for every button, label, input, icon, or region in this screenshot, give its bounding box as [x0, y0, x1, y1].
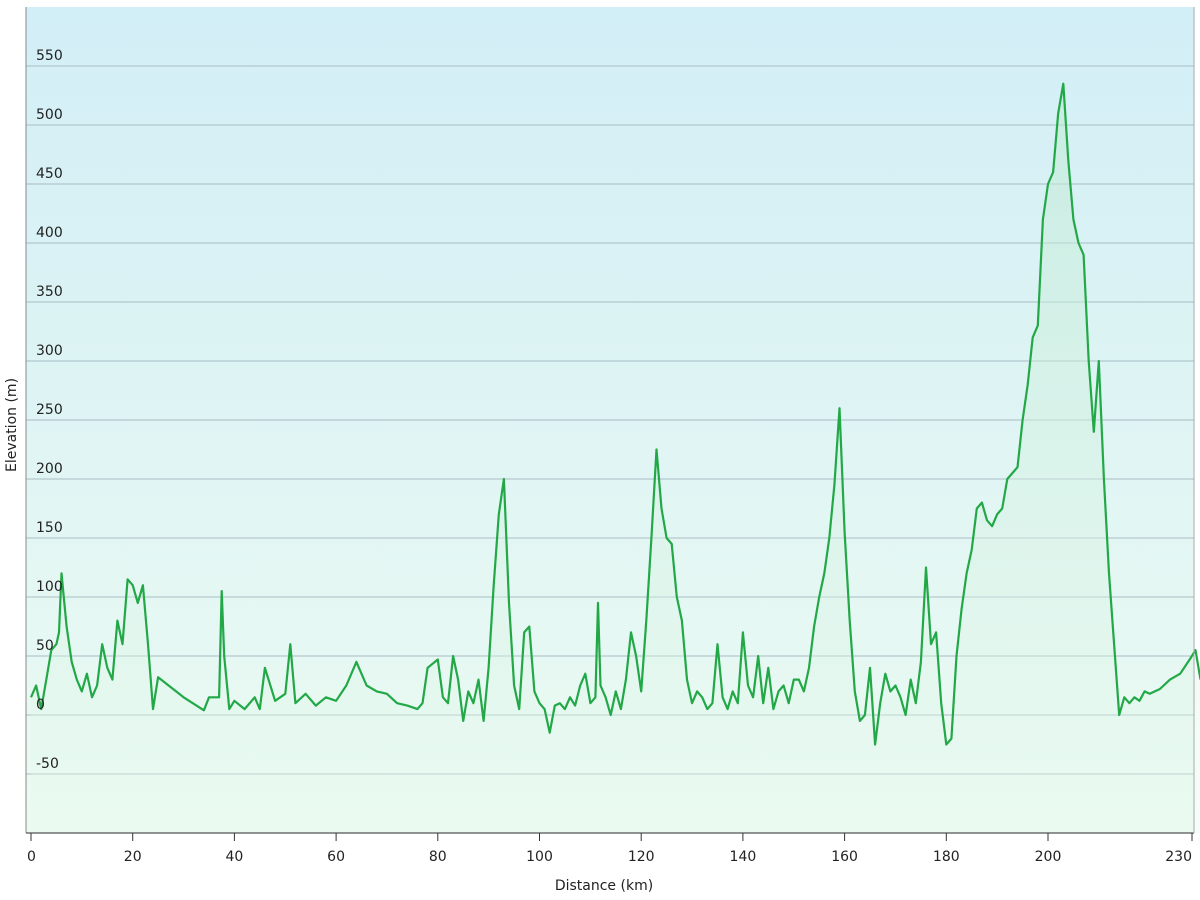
- y-tick-label: 550: [36, 48, 63, 64]
- y-tick-label: 200: [36, 461, 63, 477]
- x-tick-label: 140: [730, 849, 757, 865]
- elevation-line: [29, 82, 1200, 746]
- x-tick-label: 80: [429, 849, 447, 865]
- x-axis-title: Distance (km): [555, 878, 653, 894]
- x-tick-label: 200: [1035, 849, 1062, 865]
- y-tick-label: 0: [36, 697, 45, 713]
- elevation-area: [31, 83, 1200, 833]
- x-tick-label: 60: [327, 849, 345, 865]
- y-tick-label: 300: [36, 343, 63, 359]
- y-tick-label: 500: [36, 107, 63, 123]
- y-tick-label: 50: [36, 638, 54, 654]
- y-tick-label: 450: [36, 166, 63, 182]
- y-tick-label: 400: [36, 225, 63, 241]
- x-tick-label: 160: [831, 849, 858, 865]
- y-tick-label: 150: [36, 520, 63, 536]
- y-tick-label: 250: [36, 402, 63, 418]
- y-tick-label: 100: [36, 579, 63, 595]
- x-tick-label: 120: [628, 849, 655, 865]
- x-tick-label: 180: [933, 849, 960, 865]
- x-tick-label: 0: [27, 849, 36, 865]
- x-tick-label: 100: [526, 849, 553, 865]
- y-tick-label: 350: [36, 284, 63, 300]
- y-tick-label: -50: [36, 756, 59, 772]
- y-axis-title: Elevation (m): [4, 378, 20, 472]
- x-tick-label: 230: [1165, 849, 1192, 865]
- x-axis-ticks: 0 20 40 60 80 100 120 140 160 180 200 230: [27, 833, 1193, 865]
- x-tick-label: 40: [225, 849, 243, 865]
- x-tick-label: 20: [124, 849, 142, 865]
